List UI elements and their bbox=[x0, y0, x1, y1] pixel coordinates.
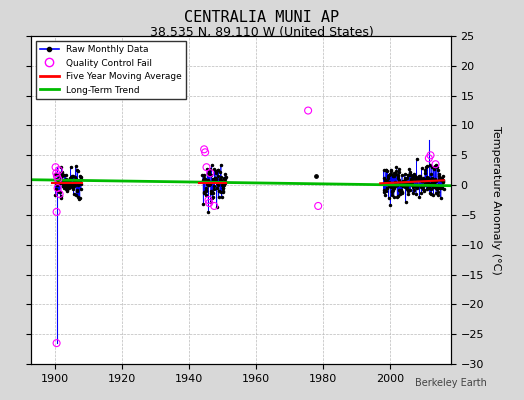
Text: Berkeley Earth: Berkeley Earth bbox=[416, 378, 487, 388]
Point bbox=[53, 173, 61, 179]
Point bbox=[56, 191, 64, 197]
Point bbox=[314, 203, 322, 209]
Point bbox=[204, 197, 213, 203]
Point bbox=[52, 209, 61, 215]
Point bbox=[424, 155, 433, 162]
Point bbox=[54, 167, 63, 173]
Point bbox=[53, 185, 62, 191]
Point bbox=[200, 146, 209, 152]
Point bbox=[205, 200, 213, 206]
Point bbox=[201, 149, 210, 156]
Point bbox=[51, 164, 60, 170]
Point bbox=[202, 164, 211, 170]
Point bbox=[210, 203, 219, 209]
Text: 38.535 N, 89.110 W (United States): 38.535 N, 89.110 W (United States) bbox=[150, 26, 374, 39]
Legend: Raw Monthly Data, Quality Control Fail, Five Year Moving Average, Long-Term Tren: Raw Monthly Data, Quality Control Fail, … bbox=[36, 40, 186, 99]
Point bbox=[52, 170, 60, 176]
Point bbox=[312, 173, 321, 179]
Point bbox=[52, 340, 61, 346]
Y-axis label: Temperature Anomaly (°C): Temperature Anomaly (°C) bbox=[490, 126, 500, 274]
Point bbox=[431, 161, 440, 168]
Text: CENTRALIA MUNI AP: CENTRALIA MUNI AP bbox=[184, 10, 340, 25]
Point bbox=[304, 107, 312, 114]
Point bbox=[54, 176, 62, 182]
Point bbox=[427, 152, 435, 158]
Point bbox=[206, 170, 214, 176]
